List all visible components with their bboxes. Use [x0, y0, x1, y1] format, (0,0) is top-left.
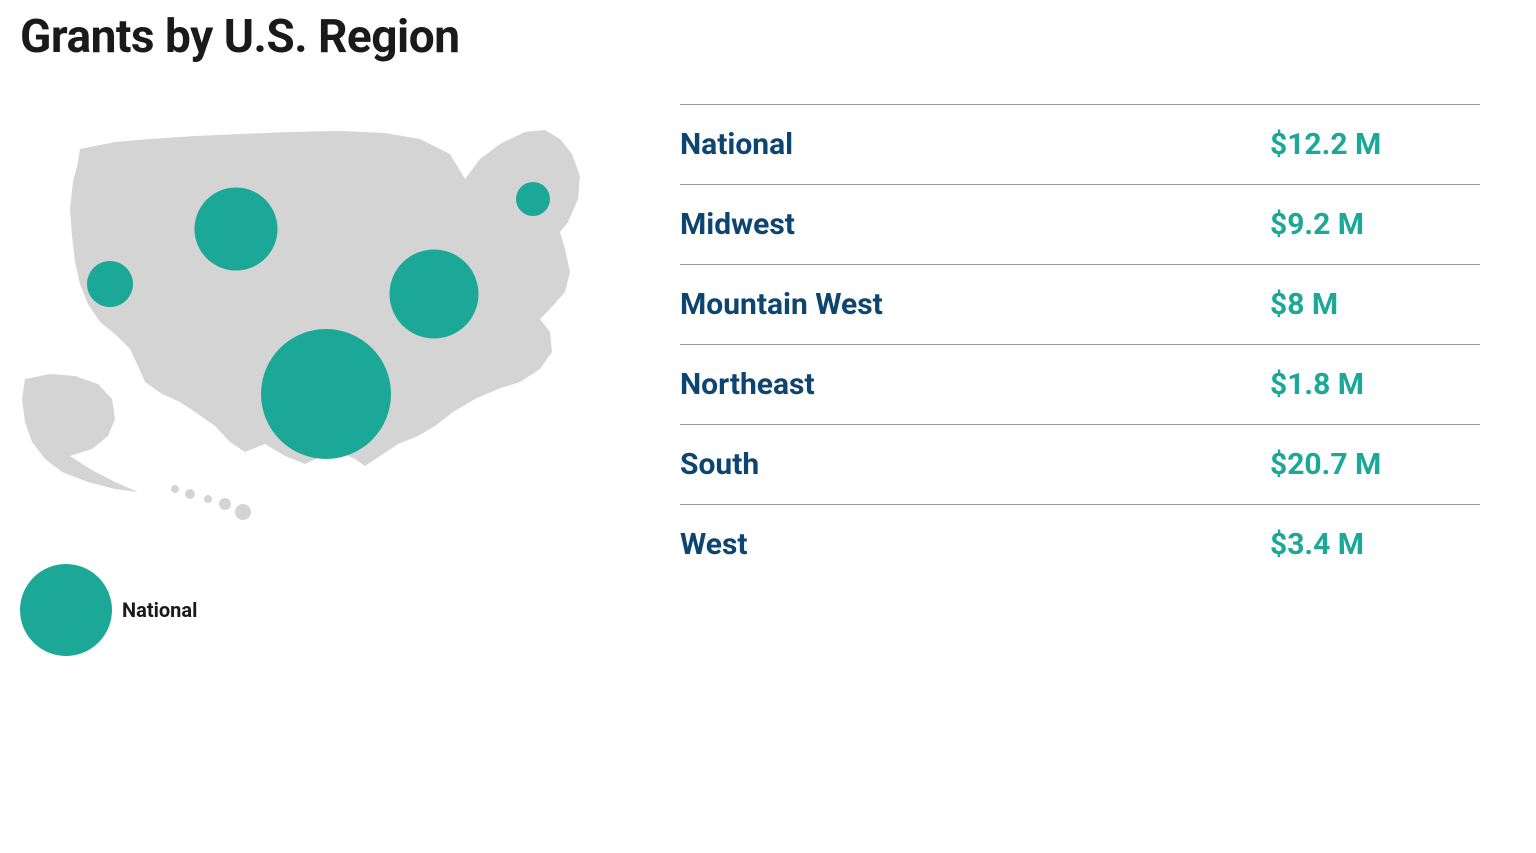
- map-bubble: [195, 188, 278, 271]
- us-map-icon: [20, 104, 620, 524]
- region-value: $9.2 M: [1270, 207, 1470, 242]
- legend-bubble-icon: [20, 564, 112, 656]
- region-name: Midwest: [680, 207, 795, 242]
- region-value: $3.4 M: [1270, 527, 1470, 562]
- map-bubble: [516, 182, 550, 216]
- table-row: Midwest $9.2 M: [680, 184, 1480, 264]
- region-value: $8 M: [1270, 287, 1470, 322]
- region-value: $12.2 M: [1270, 127, 1470, 162]
- table-row: Mountain West $8 M: [680, 264, 1480, 344]
- region-name: Northeast: [680, 367, 815, 402]
- table-row: Northeast $1.8 M: [680, 344, 1480, 424]
- region-table: National $12.2 M Midwest $9.2 M Mountain Wes…: [680, 104, 1480, 584]
- map-bubble: [87, 261, 133, 307]
- content-wrapper: National National $12.2 M Midwest $9.2 M Mou…: [20, 104, 1516, 604]
- table-row: South $20.7 M: [680, 424, 1480, 504]
- region-name: Mountain West: [680, 287, 883, 322]
- region-name: South: [680, 447, 759, 482]
- map-bubble: [390, 250, 479, 339]
- region-value: $20.7 M: [1270, 447, 1470, 482]
- map-section: National: [20, 104, 620, 604]
- infographic-container: Grants by U.S. Region: [20, 10, 1516, 604]
- page-title: Grants by U.S. Region: [20, 10, 1516, 64]
- map-legend: National: [20, 564, 197, 656]
- table-row: West $3.4 M: [680, 504, 1480, 584]
- region-value: $1.8 M: [1270, 367, 1470, 402]
- table-row: National $12.2 M: [680, 104, 1480, 184]
- map-bubble: [261, 329, 391, 459]
- legend-label: National: [122, 598, 197, 622]
- region-name: West: [680, 527, 748, 562]
- region-name: National: [680, 127, 793, 162]
